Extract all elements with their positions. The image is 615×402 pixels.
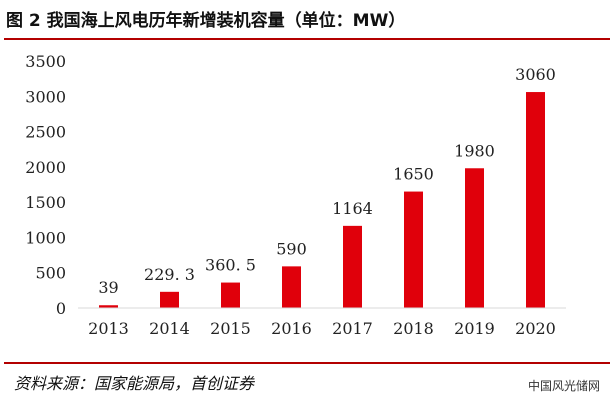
x-tick-label: 2017 (332, 319, 373, 338)
data-label: 1164 (332, 199, 373, 218)
data-label: 39 (98, 278, 118, 297)
y-tick-label: 2500 (25, 123, 66, 142)
x-tick-label: 2013 (88, 319, 129, 338)
bar (221, 282, 240, 308)
bar (160, 291, 179, 308)
x-tick-label: 2020 (515, 319, 556, 338)
data-label: 360. 5 (205, 256, 256, 275)
x-axis: 2013 2014 2015 2016 2017 2018 2019 2020 (78, 307, 566, 338)
y-tick-label: 2000 (25, 158, 66, 177)
bar-chart: 0 500 1000 1500 2000 2500 3000 3500 39 229. 3 360… (25, 52, 566, 338)
x-tick-label: 2018 (393, 319, 434, 338)
x-tick-label: 2014 (149, 319, 190, 338)
bar (465, 168, 484, 308)
y-tick-label: 1000 (25, 228, 66, 247)
y-axis: 0 500 1000 1500 2000 2500 3000 3500 (25, 52, 66, 318)
bar (99, 305, 118, 308)
x-tick-label: 2019 (454, 319, 495, 338)
data-label: 1650 (393, 165, 434, 184)
bar (404, 191, 423, 308)
watermark-text: 中国风光储网 (528, 379, 601, 393)
y-tick-label: 0 (56, 299, 66, 318)
x-tick-label: 2015 (210, 319, 251, 338)
bar-series (99, 92, 545, 309)
title-divider (4, 38, 610, 40)
bar (343, 225, 362, 308)
data-labels: 39 229. 3 360. 5 590 1164 1650 1980 3060 (98, 65, 556, 297)
figure-title: 图 2 我国海上风电历年新增装机容量（单位：MW） (6, 11, 406, 31)
bar (526, 92, 545, 309)
x-tick-label: 2016 (271, 319, 312, 338)
source-divider (4, 362, 610, 364)
data-label: 590 (276, 239, 307, 258)
y-tick-label: 1500 (25, 193, 66, 212)
bar (282, 266, 301, 308)
source-note: 资料来源：国家能源局，首创证券 (14, 374, 255, 393)
y-tick-label: 3000 (25, 87, 66, 106)
data-label: 1980 (454, 141, 495, 160)
y-tick-label: 3500 (25, 52, 66, 71)
data-label: 229. 3 (144, 265, 195, 284)
data-label: 3060 (515, 65, 556, 84)
y-tick-label: 500 (35, 264, 66, 283)
